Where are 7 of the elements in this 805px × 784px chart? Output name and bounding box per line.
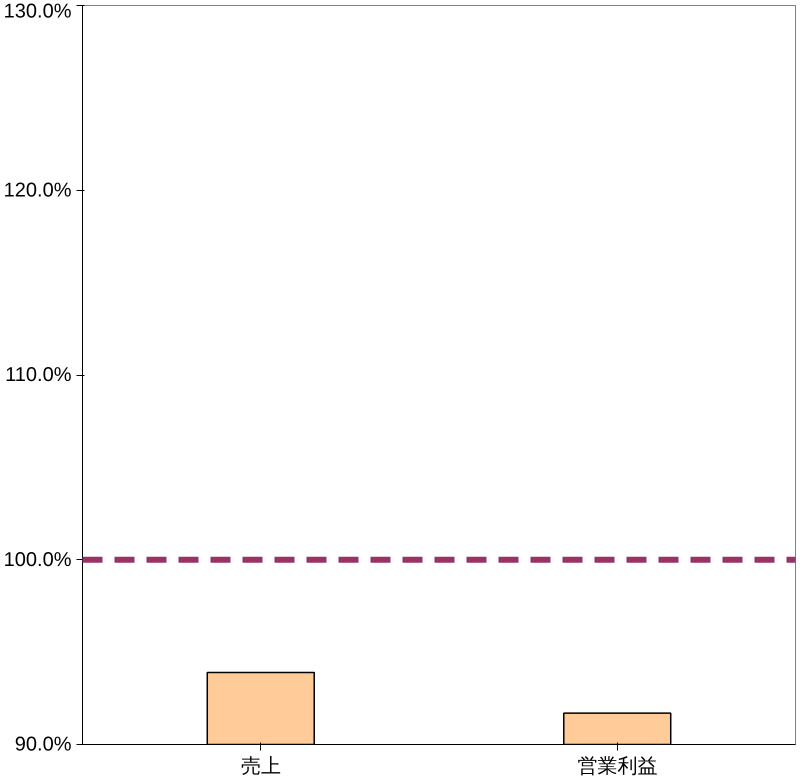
y-tick-label: 120.0% [4,179,72,202]
y-tick-label: 100.0% [4,548,72,571]
y-tick-label: 130.0% [4,0,72,22]
y-tick-label: 90.0% [14,734,72,756]
x-tick-label: 営業利益 [577,756,658,778]
y-tick-label: 110.0% [5,364,72,386]
x-tick-label: 売上 [240,756,281,778]
